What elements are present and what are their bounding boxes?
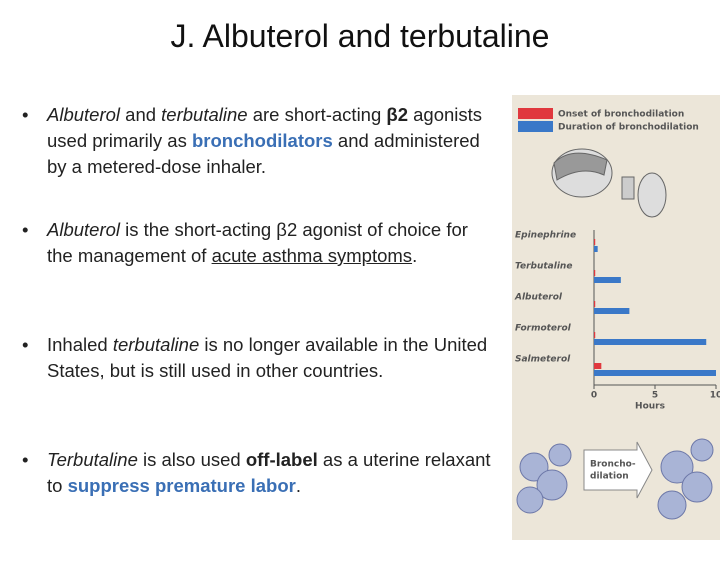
- category-label: Salmeterol: [515, 355, 571, 365]
- text-run: Terbutaline: [47, 449, 138, 470]
- bar: [594, 301, 596, 307]
- bullet: Terbutaline is also used off-label as a …: [22, 447, 492, 562]
- bar: [594, 246, 598, 252]
- bar: [594, 370, 716, 376]
- text-run: Inhaled: [47, 334, 113, 355]
- slide: J. Albuterol and terbutaline Albuterol a…: [0, 0, 720, 540]
- bar: [594, 363, 602, 369]
- chart-figure: Onset of bronchodilation Duration of bron…: [512, 95, 720, 540]
- bar: [594, 270, 596, 276]
- legend-swatch: [518, 108, 553, 119]
- bar: [594, 332, 596, 338]
- text-run: .: [412, 245, 418, 266]
- text-run: agonists used primarily as: [47, 104, 483, 151]
- text-run: suppress premature labor: [67, 475, 296, 496]
- text-run: is also used: [137, 449, 246, 470]
- bullet-list: Albuterol and terbutaline are short-acti…: [22, 102, 492, 562]
- category-label: Formoterol: [515, 324, 572, 334]
- text-run: off-label: [245, 449, 318, 470]
- legend-swatch: [518, 121, 553, 132]
- text-run: terbutaline: [112, 334, 200, 355]
- slide-title: J. Albuterol and terbutaline: [170, 18, 550, 54]
- text-run: bronchodilators: [191, 130, 333, 151]
- bullet: Inhaled terbutaline is no longer availab…: [22, 332, 492, 447]
- text-run: is no longer available in the United Sta…: [47, 334, 488, 381]
- x-tick-label: 0: [591, 391, 597, 401]
- text-run: are short-acting: [247, 104, 387, 125]
- text-run: Albuterol: [47, 104, 121, 125]
- legend-label: Onset of bronchodilation: [558, 110, 684, 120]
- bullet: Albuterol is the short-acting β2 agonist…: [22, 217, 492, 332]
- alveoli-illustration: [516, 438, 714, 520]
- bar: [594, 339, 707, 345]
- legend-label: Duration of bronchodilation: [558, 123, 699, 133]
- category-label: Albuterol: [514, 293, 563, 303]
- inhaler-illustration: [551, 148, 667, 218]
- x-tick-label: 10: [710, 391, 720, 401]
- bar: [594, 277, 621, 283]
- text-run: β2: [386, 104, 408, 125]
- bar: [594, 308, 630, 314]
- text-run: .: [295, 475, 301, 496]
- x-tick-label: 5: [652, 391, 658, 401]
- bullet: Albuterol and terbutaline are short-acti…: [22, 102, 492, 217]
- text-run: and: [120, 104, 162, 125]
- text-run: is the short-acting β2 agonist of choice…: [47, 219, 468, 266]
- arrow-box: [583, 441, 653, 499]
- text-run: as a uterine relaxant to: [47, 449, 491, 496]
- text-run: Albuterol: [47, 219, 121, 240]
- category-label: Terbutaline: [515, 262, 572, 272]
- annotation: Broncho-: [590, 460, 636, 470]
- annotation: dilation: [590, 472, 629, 482]
- text-run: and administered by a metered-dose inhal…: [47, 130, 480, 177]
- category-label: Epinephrine: [515, 231, 576, 241]
- bar: [594, 239, 596, 245]
- text-run: terbutaline: [161, 104, 248, 125]
- x-axis-label: Hours: [635, 402, 665, 412]
- text-run: acute asthma symptoms: [211, 245, 413, 266]
